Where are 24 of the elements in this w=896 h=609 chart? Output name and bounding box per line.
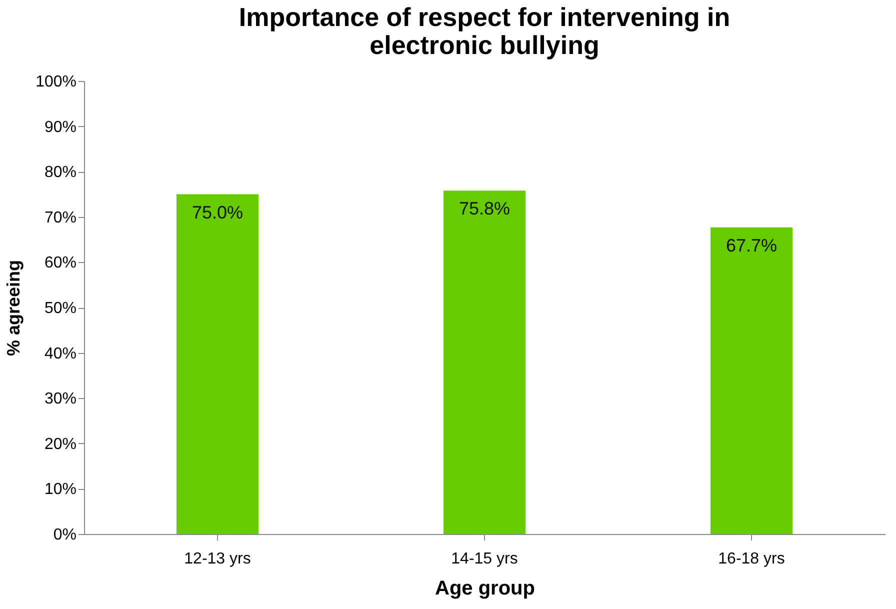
text: electronic bullying	[370, 30, 600, 60]
y-tick-label: 20%	[44, 436, 76, 453]
y-tick-label: 50%	[44, 300, 76, 317]
bar	[176, 194, 258, 534]
data-label: 67.7%	[726, 235, 778, 256]
x-tick-label: 12-13 yrs	[184, 550, 251, 568]
bar	[710, 227, 792, 534]
y-tick-label: 100%	[36, 74, 76, 90]
data-label: 75.0%	[192, 202, 244, 222]
y-tick-label: 40%	[44, 345, 76, 362]
y-tick-label: 10%	[44, 481, 76, 498]
text: Importance of respect for intervening in	[238, 2, 730, 32]
x-tick-label: 16-18 yrs	[718, 550, 785, 568]
y-tick-label: 70%	[44, 209, 76, 226]
y-tick-label: 60%	[44, 254, 76, 272]
y-tick-label: 0%	[53, 526, 76, 544]
x-axis-title: Age group	[435, 578, 535, 600]
y-tick-label: 90%	[44, 118, 76, 136]
bar	[444, 190, 526, 534]
y-axis-title: % agreeing	[4, 260, 24, 356]
x-tick-label: 14-15 yrs	[451, 550, 518, 568]
data-label: 75.8%	[458, 198, 510, 219]
y-tick-label: 80%	[44, 164, 76, 182]
y-tick-label: 30%	[44, 390, 76, 408]
